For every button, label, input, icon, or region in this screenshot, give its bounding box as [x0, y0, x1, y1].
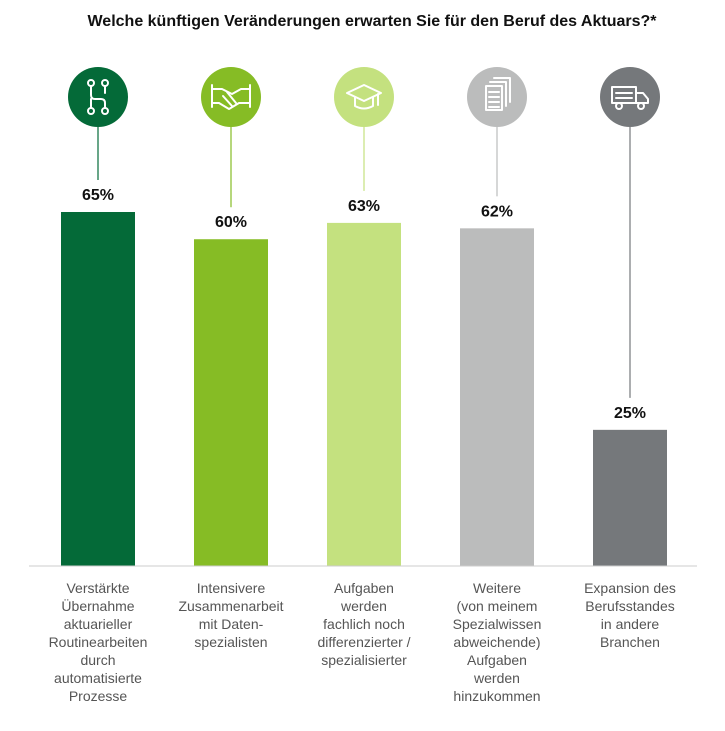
category-label-line: Branchen	[600, 634, 660, 650]
documents-icon	[467, 67, 527, 127]
category-label-line: hinzukommen	[453, 688, 540, 704]
category-label-line: spezialisierter	[321, 652, 407, 668]
value-label: 63%	[348, 198, 380, 215]
category-label-line: Spezialwissen	[453, 616, 542, 632]
category-label-line: spezialisten	[194, 634, 267, 650]
value-label: 62%	[481, 203, 513, 220]
category-label-line: Berufsstandes	[585, 598, 675, 614]
category-label-line: differenzierter /	[317, 634, 410, 650]
category-label-line: Prozesse	[69, 688, 128, 704]
category-label-line: Aufgaben	[467, 652, 527, 668]
category-label-line: werden	[473, 670, 520, 686]
category-label: Aufgaben werden fachlich noch differenziert…	[317, 580, 410, 668]
category-label-line: aktuarieller	[64, 616, 133, 632]
category-label-line: mit Daten-	[199, 616, 264, 632]
category-label-line: werden	[340, 598, 387, 614]
bar	[327, 222, 401, 566]
category-label-line: Expansion des	[584, 580, 676, 596]
chart-title: Welche künftigen Veränderungen erwarten …	[87, 13, 657, 30]
category-label-line: fachlich noch	[323, 616, 405, 632]
value-label: 25%	[614, 405, 646, 422]
bar	[593, 429, 667, 566]
category-label-line: Weitere	[473, 580, 521, 596]
category-label-line: Routinearbeiten	[49, 634, 148, 650]
circuit-icon	[68, 67, 128, 127]
category-label: Weitere (von meinem Spezialwissen abweichen…	[453, 580, 542, 704]
value-label: 60%	[215, 214, 247, 231]
category-label-line: Intensivere	[197, 580, 266, 596]
value-label: 65%	[82, 187, 114, 204]
handshake-icon	[201, 67, 261, 127]
category-label: Expansion des Berufsstandes in andere Branc…	[584, 580, 676, 650]
category-label-line: Verstärkte	[66, 580, 129, 596]
category-label: Verstärkte Übernahme aktuarieller Routinear…	[49, 580, 148, 704]
category-label-line: (von meinem	[457, 598, 538, 614]
category-label-line: Aufgaben	[334, 580, 394, 596]
bar	[194, 239, 268, 566]
graduation-cap-icon	[334, 67, 394, 127]
category-label-line: abweichende)	[453, 634, 540, 650]
truck-icon	[600, 67, 660, 127]
chart-marks: 65% Verstärkte Übernahme aktuarieller Routin…	[49, 67, 676, 704]
category-label-line: Übernahme	[61, 597, 134, 614]
category-label-line: automatisierte	[54, 670, 142, 686]
category-label-line: Zusammenarbeit	[178, 598, 283, 614]
bar	[61, 212, 135, 566]
bar	[460, 228, 534, 567]
category-label-line: in andere	[601, 616, 660, 632]
category-label: Intensivere Zusammenarbeit mit Daten-spezi…	[178, 580, 283, 650]
category-label-line: durch	[80, 652, 115, 668]
